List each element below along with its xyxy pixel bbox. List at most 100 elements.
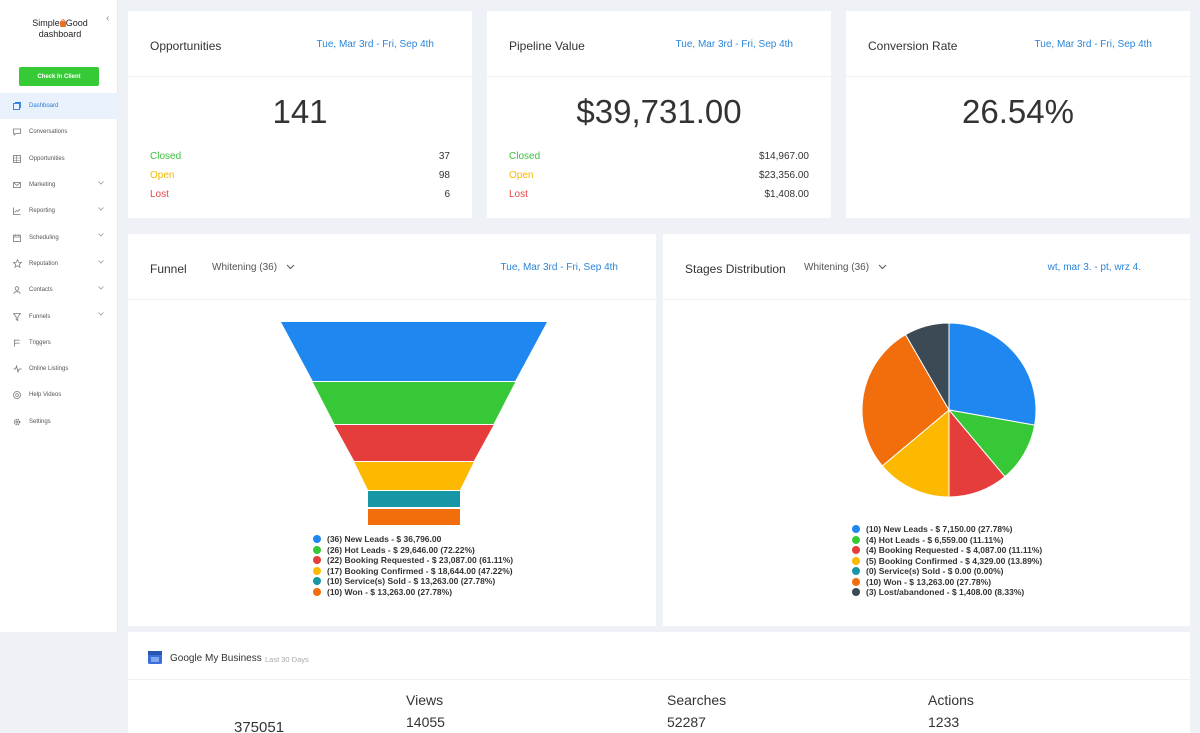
card-title: Funnel [150,262,187,276]
pie-legend-item-service-s-sold[interactable]: (0) Service(s) Sold - $ 0.00 (0.00%) [852,566,1042,577]
chevron-down-icon [98,312,104,316]
sidebar-item-settings[interactable]: Settings [0,409,118,435]
conversion-rate-card: Conversion Rate Tue, Mar 3rd - Fri, Sep … [846,11,1190,218]
open-value: 98 [438,170,450,181]
legend-label: (26) Hot Leads - $ 29,646.00 (72.22%) [327,544,475,555]
sidebar-item-label: Opportunities [29,155,65,162]
card-title: Pipeline Value [509,39,585,53]
sidebar-item-label: Help Videos [29,392,62,399]
sidebar-item-reputation[interactable]: Reputation [0,251,118,277]
legend-dot-icon [852,577,860,586]
pie-slice-lost-abandoned[interactable] [904,322,950,412]
user-icon [12,285,22,295]
chevron-down-icon [878,264,887,270]
pipeline-select-value: Whitening (36) [804,262,870,273]
funnel-legend-item-booking-requested[interactable]: (22) Booking Requested - $ 23,087.00 (61… [313,555,513,566]
funnel-stage-won[interactable] [368,509,460,525]
actions-value: 1233 [928,714,960,730]
sidebar-item-label: Contacts [29,287,53,294]
logo[interactable]: Simple Good dashboard [20,18,100,40]
pipeline-value-card: Pipeline Value Tue, Mar 3rd - Fri, Sep 4… [487,11,831,218]
funnel-legend-item-hot-leads[interactable]: (26) Hot Leads - $ 29,646.00 (72.22%) [313,545,513,556]
collapse-sidebar-icon[interactable]: ‹ [106,13,110,24]
sidebar-item-dashboard[interactable]: Dashboard [0,93,118,120]
sidebar-item-funnels[interactable]: Funnels [0,303,118,329]
pie-slice-new-leads[interactable] [948,322,1037,426]
legend-dot-icon [313,535,321,544]
funnel-legend-item-new-leads[interactable]: (36) New Leads - $ 36,796.00 [313,534,513,545]
funnel-stage-booking-confirmed[interactable] [354,462,474,490]
conversion-rate-value: 26.54% [962,93,1074,130]
opportunities-card: Opportunities Tue, Mar 3rd - Fri, Sep 4t… [128,11,472,218]
pie-legend-item-lost-abandoned[interactable]: (3) Lost/abandoned - $ 1,408.00 (8.33%) [852,587,1042,598]
sidebar-item-marketing[interactable]: Marketing [0,172,118,198]
funnel-card: Funnel Whitening (36) Tue, Mar 3rd - Fri… [128,234,656,626]
date-range-link[interactable]: Tue, Mar 3rd - Fri, Sep 4th [316,39,434,50]
dashboard-icon [12,101,22,111]
sidebar-item-reporting[interactable]: Reporting [0,198,118,224]
sidebar-item-help-videos[interactable]: Help Videos [0,382,118,408]
sidebar-item-label: Dashboard [29,103,59,110]
funnel-stage-new-leads[interactable] [281,322,547,381]
pie-legend-item-booking-requested[interactable]: (4) Booking Requested - $ 4,087.00 (11.1… [852,545,1042,556]
card-header: Opportunities Tue, Mar 3rd - Fri, Sep 4t… [128,11,472,77]
gmb-total-value: 375051 [234,719,285,733]
lost-row: Lost $1,408.00 [509,189,809,200]
google-my-business-card: Google My Business Last 30 Days 375051 V… [128,632,1190,733]
open-value: $23,356.00 [758,170,809,181]
card-header: Pipeline Value Tue, Mar 3rd - Fri, Sep 4… [487,11,831,77]
chat-icon [12,127,22,137]
sidebar-item-opportunities[interactable]: Opportunities [0,146,118,172]
pie-legend-item-new-leads[interactable]: (10) New Leads - $ 7,150.00 (27.78%) [852,524,1042,535]
funnel-legend-item-booking-confirmed[interactable]: (17) Booking Confirmed - $ 18,644.00 (47… [313,566,513,577]
legend-label: (36) New Leads - $ 36,796.00 [327,534,442,544]
card-title: Google My Business [170,653,262,664]
pulse-icon [12,364,22,374]
pipeline-select[interactable]: Whitening (36) [804,262,887,273]
lost-label: Lost [509,189,528,200]
legend-dot-icon [852,567,860,576]
legend-label: (10) New Leads - $ 7,150.00 (27.78%) [866,524,1013,534]
funnel-stage-service-s-sold[interactable] [368,491,460,507]
pipeline-select[interactable]: Whitening (36) [212,262,295,273]
lost-value: 6 [444,189,450,200]
date-range-link[interactable]: Tue, Mar 3rd - Fri, Sep 4th [500,262,618,273]
mail-icon [12,180,22,190]
closed-label: Closed [509,151,541,162]
closed-value: 37 [438,151,450,162]
legend-label: (4) Booking Requested - $ 4,087.00 (11.1… [866,545,1043,555]
pie-legend-item-booking-confirmed[interactable]: (5) Booking Confirmed - $ 4,329.00 (13.8… [852,556,1042,567]
check-in-client-button[interactable]: Check In Client [19,67,99,86]
sidebar-item-conversations[interactable]: Conversations [0,119,118,145]
legend-dot-icon [852,546,860,555]
funnel-stage-hot-leads[interactable] [312,382,516,424]
legend-label: (0) Service(s) Sold - $ 0.00 (0.00%) [866,566,1004,576]
sidebar-item-contacts[interactable]: Contacts [0,277,118,303]
closed-row: Closed 37 [150,151,450,162]
searches-label: Searches [667,692,727,708]
legend-dot-icon [852,556,860,565]
date-range-link[interactable]: wt, mar 3. - pt, wrz 4. [1047,262,1141,273]
date-range-link[interactable]: Tue, Mar 3rd - Fri, Sep 4th [675,39,793,50]
sidebar-item-online-listings[interactable]: Online Listings [0,356,118,382]
funnel-legend-item-service-s-sold[interactable]: (10) Service(s) Sold - $ 13,263.00 (27.7… [313,576,513,587]
date-range-link[interactable]: Tue, Mar 3rd - Fri, Sep 4th [1034,39,1152,50]
funnel-legend-item-won[interactable]: (10) Won - $ 13,263.00 (27.78%) [313,587,513,598]
chevron-down-icon [98,286,104,290]
sidebar-item-label: Conversations [29,129,68,136]
sidebar-item-scheduling[interactable]: Scheduling [0,224,118,250]
sidebar-item-triggers[interactable]: Triggers [0,330,118,356]
pie-legend-item-won[interactable]: (10) Won - $ 13,263.00 (27.78%) [852,577,1042,588]
funnel-stage-booking-requested[interactable] [334,425,494,461]
chevron-down-icon [98,207,104,211]
legend-label: (10) Won - $ 13,263.00 (27.78%) [327,586,453,597]
legend-label: (5) Booking Confirmed - $ 4,329.00 (13.8… [866,555,1043,566]
legend-dot-icon [313,545,321,554]
open-label: Open [509,170,534,181]
filter-icon [12,312,22,322]
pie-legend-item-hot-leads[interactable]: (4) Hot Leads - $ 6,559.00 (11.11%) [852,535,1042,546]
help-icon [12,390,22,400]
pie-slice-booking-confirmed[interactable] [881,408,950,498]
pie-slice-won[interactable] [861,333,950,467]
legend-label: (10) Service(s) Sold - $ 13,263.00 (27.7… [327,576,496,586]
